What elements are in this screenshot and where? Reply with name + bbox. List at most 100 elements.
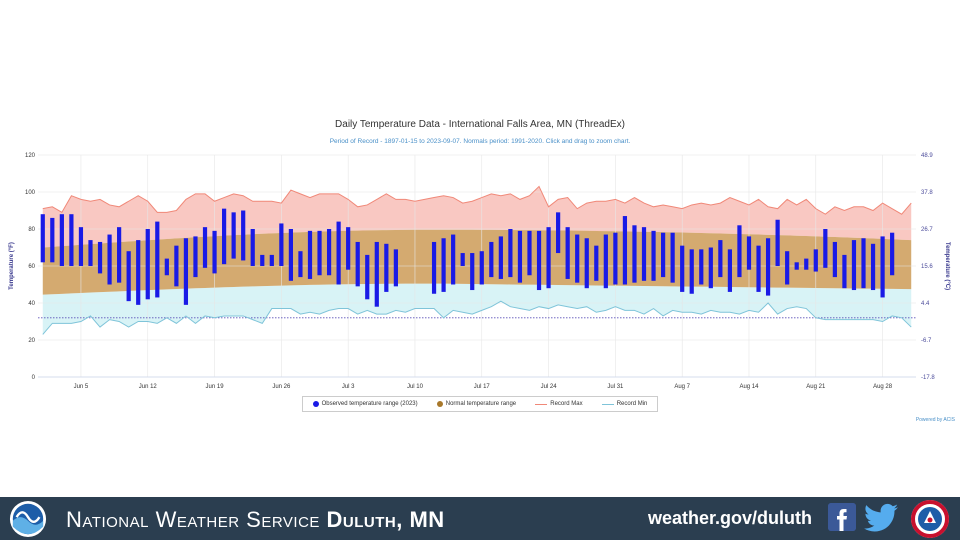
- observed-bar[interactable]: [575, 234, 580, 283]
- observed-bar[interactable]: [145, 229, 150, 300]
- observed-bar[interactable]: [565, 227, 570, 279]
- observed-bar[interactable]: [374, 241, 379, 307]
- observed-bar[interactable]: [355, 241, 360, 287]
- observed-bar[interactable]: [708, 247, 713, 289]
- observed-bar[interactable]: [641, 227, 647, 281]
- observed-bar[interactable]: [288, 229, 294, 281]
- observed-bar[interactable]: [250, 229, 255, 266]
- observed-bar[interactable]: [660, 232, 666, 278]
- observed-bar[interactable]: [78, 227, 84, 266]
- observed-bar[interactable]: [441, 238, 446, 292]
- observed-bar[interactable]: [785, 251, 790, 285]
- chart-plot[interactable]: 0 -17.8 20 -6.7 40 4.4 60 15.6 80 26.7 100 37.8 120 4…: [0, 110, 960, 430]
- legend-normal[interactable]: Normal temperature range: [436, 401, 516, 407]
- observed-bar[interactable]: [346, 227, 351, 270]
- observed-bar[interactable]: [279, 223, 284, 266]
- observed-bar[interactable]: [823, 229, 828, 268]
- credit-link[interactable]: Powered by ACIS: [915, 417, 955, 423]
- observed-bar[interactable]: [221, 208, 227, 265]
- observed-bar[interactable]: [384, 243, 389, 292]
- observed-bar[interactable]: [756, 245, 761, 292]
- observed-bar[interactable]: [365, 254, 370, 300]
- observed-bar[interactable]: [508, 229, 513, 278]
- observed-bar[interactable]: [307, 230, 313, 279]
- observed-bar[interactable]: [622, 216, 628, 285]
- temperature-chart[interactable]: Daily Temperature Data - International F…: [0, 110, 960, 430]
- observed-bar[interactable]: [699, 249, 704, 285]
- observed-bar[interactable]: [298, 251, 303, 278]
- observed-bar[interactable]: [670, 232, 675, 283]
- observed-bar[interactable]: [517, 230, 523, 283]
- observed-bar[interactable]: [183, 238, 189, 305]
- observed-bar[interactable]: [632, 225, 637, 283]
- observed-bar[interactable]: [718, 240, 723, 278]
- observed-bar[interactable]: [651, 230, 656, 281]
- observed-bar[interactable]: [498, 236, 503, 279]
- observed-bar[interactable]: [231, 212, 236, 259]
- observed-bar[interactable]: [546, 227, 551, 289]
- legend-observed[interactable]: Observed temperature range (2023): [312, 401, 418, 407]
- observed-bar[interactable]: [260, 254, 265, 266]
- observed-bar[interactable]: [164, 258, 169, 276]
- footer-url[interactable]: weather.gov/duluth: [648, 508, 813, 528]
- record-max-line[interactable]: [42, 185, 912, 215]
- observed-bar[interactable]: [584, 238, 589, 289]
- observed-bar[interactable]: [680, 245, 685, 292]
- observed-bar[interactable]: [155, 221, 160, 298]
- observed-bar[interactable]: [804, 258, 809, 270]
- observed-bar[interactable]: [88, 240, 93, 266]
- observed-bar[interactable]: [117, 227, 122, 283]
- observed-bar[interactable]: [832, 241, 837, 278]
- observed-bar[interactable]: [536, 230, 542, 291]
- observed-bar[interactable]: [594, 245, 599, 281]
- observed-bar[interactable]: [326, 229, 332, 276]
- observed-bar[interactable]: [470, 253, 475, 291]
- observed-bar[interactable]: [813, 249, 818, 272]
- observed-bar[interactable]: [527, 230, 532, 276]
- observed-bar[interactable]: [613, 232, 618, 285]
- observed-bar[interactable]: [50, 217, 55, 263]
- observed-bar[interactable]: [737, 225, 742, 278]
- observed-bar[interactable]: [269, 254, 274, 266]
- observed-bar[interactable]: [794, 262, 799, 270]
- observed-bar[interactable]: [460, 253, 465, 266]
- observed-bar[interactable]: [451, 234, 456, 285]
- observed-bar[interactable]: [136, 240, 141, 305]
- observed-bar[interactable]: [393, 249, 398, 287]
- observed-bar[interactable]: [603, 234, 608, 289]
- observed-bar[interactable]: [212, 230, 217, 274]
- observed-bar[interactable]: [174, 245, 179, 287]
- record-min-line[interactable]: [42, 300, 912, 335]
- observed-bar[interactable]: [880, 236, 885, 298]
- observed-bar[interactable]: [890, 232, 895, 276]
- legend-record-max-label: Record Max: [550, 401, 583, 407]
- observed-bar[interactable]: [40, 214, 45, 263]
- observed-bar[interactable]: [727, 249, 733, 292]
- observed-bar[interactable]: [775, 219, 780, 266]
- observed-bar[interactable]: [765, 238, 771, 296]
- observed-bar[interactable]: [202, 227, 208, 268]
- legend-record-min[interactable]: Record Min: [601, 401, 647, 407]
- observed-bar[interactable]: [479, 251, 484, 285]
- observed-bar[interactable]: [689, 249, 694, 294]
- observed-bar[interactable]: [746, 236, 752, 270]
- observed-bar[interactable]: [97, 241, 103, 274]
- observed-bar[interactable]: [842, 254, 847, 289]
- observed-bar[interactable]: [556, 212, 561, 254]
- twitter-icon[interactable]: [864, 503, 898, 533]
- observed-bar[interactable]: [489, 241, 494, 278]
- observed-bar[interactable]: [69, 214, 74, 266]
- observed-bar[interactable]: [851, 240, 857, 291]
- observed-bar[interactable]: [193, 236, 198, 278]
- observed-bar[interactable]: [861, 238, 866, 289]
- observed-bar[interactable]: [336, 221, 341, 285]
- observed-bar[interactable]: [126, 251, 131, 302]
- facebook-icon[interactable]: [828, 503, 856, 531]
- observed-bar[interactable]: [59, 214, 64, 266]
- observed-bar[interactable]: [317, 230, 322, 276]
- observed-bar[interactable]: [241, 210, 246, 261]
- observed-bar[interactable]: [870, 243, 876, 291]
- observed-bar[interactable]: [431, 241, 437, 294]
- legend-record-max[interactable]: Record Max: [535, 401, 583, 407]
- observed-bar[interactable]: [107, 234, 112, 285]
